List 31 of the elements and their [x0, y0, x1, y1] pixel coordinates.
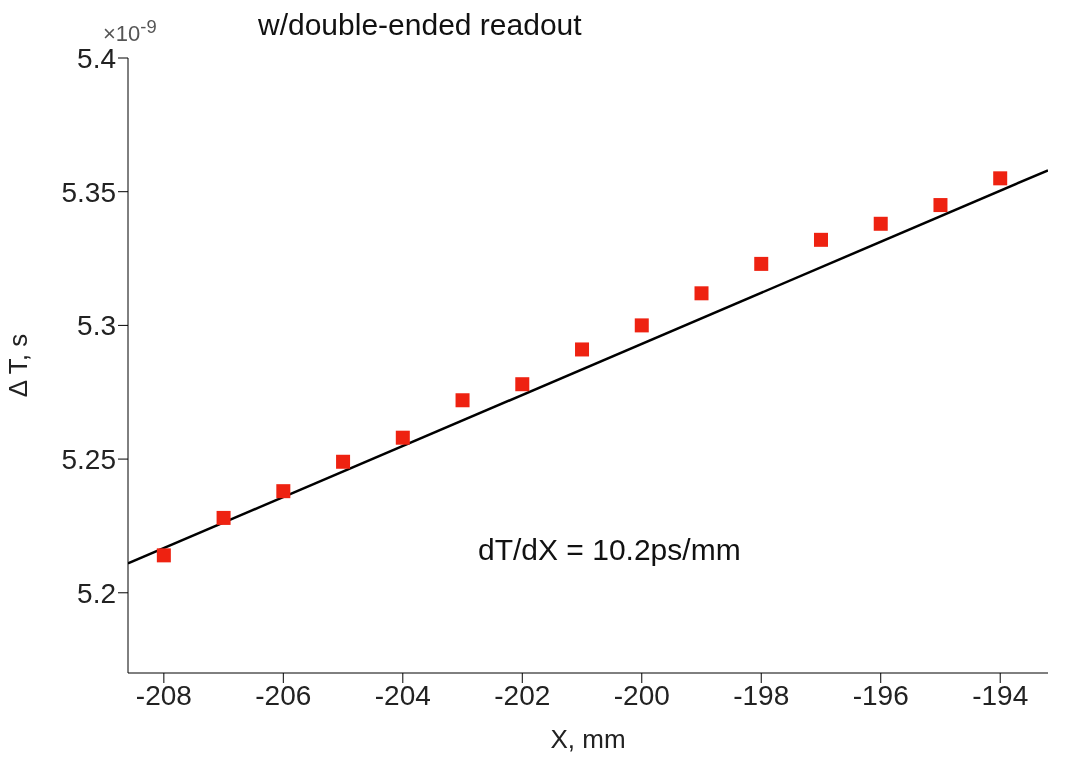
- point: [694, 286, 709, 301]
- point: [156, 548, 171, 563]
- x-tick-label: -202: [494, 679, 551, 711]
- x-axis-title: X, mm: [550, 724, 626, 754]
- y-tick-label: 5.35: [61, 176, 116, 208]
- chart-title: w/double-ended readout: [258, 8, 582, 42]
- y-tick-label: 5.3: [77, 310, 116, 342]
- point: [336, 454, 351, 469]
- x-tick-label: -200: [613, 679, 670, 711]
- x-tick-label: -194: [972, 679, 1029, 711]
- y-tick-label: 5.2: [77, 577, 116, 609]
- point: [933, 198, 948, 213]
- point: [276, 484, 291, 499]
- point: [395, 430, 410, 445]
- point: [813, 232, 828, 247]
- point: [754, 256, 769, 271]
- point: [216, 510, 231, 525]
- x-tick-label: -208: [135, 679, 192, 711]
- point: [575, 342, 590, 357]
- point: [515, 377, 530, 392]
- point: [873, 216, 888, 231]
- point: [993, 171, 1008, 186]
- x-tick-label: -198: [733, 679, 790, 711]
- x-tick-label: -206: [255, 679, 312, 711]
- x-tick-label: -204: [374, 679, 431, 711]
- x-tick-label: -196: [852, 679, 909, 711]
- point: [634, 318, 649, 333]
- y-axis-title: Δ T, s: [3, 333, 34, 398]
- annotation: dT/dX = 10.2ps/mm: [478, 533, 741, 567]
- point: [455, 393, 470, 408]
- y-tick-label: 5.25: [61, 444, 116, 476]
